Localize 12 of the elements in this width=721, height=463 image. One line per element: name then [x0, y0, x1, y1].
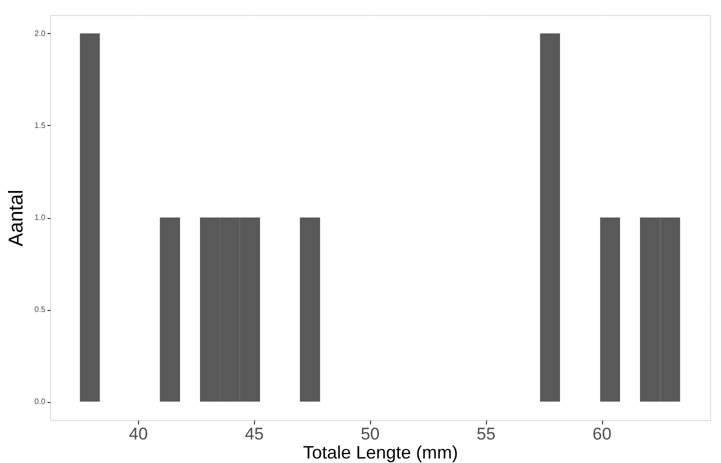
y-tick-label: 1.0 — [34, 213, 46, 222]
y-tick-label: 0.0 — [34, 397, 46, 406]
y-tick-label: 1.5 — [34, 120, 46, 130]
x-axis-title: Totale Lengte (mm) — [302, 442, 458, 462]
y-axis-title: Aantal — [5, 190, 28, 246]
x-tick-label: 45 — [244, 424, 264, 444]
y-tick-label: 0.5 — [34, 305, 46, 314]
x-tick-label: 60 — [592, 424, 612, 444]
y-tick-label: 2.0 — [34, 28, 46, 38]
x-tick-label: 55 — [476, 424, 496, 444]
x-tick-label: 50 — [360, 424, 380, 444]
x-tick-label: 40 — [128, 424, 148, 444]
